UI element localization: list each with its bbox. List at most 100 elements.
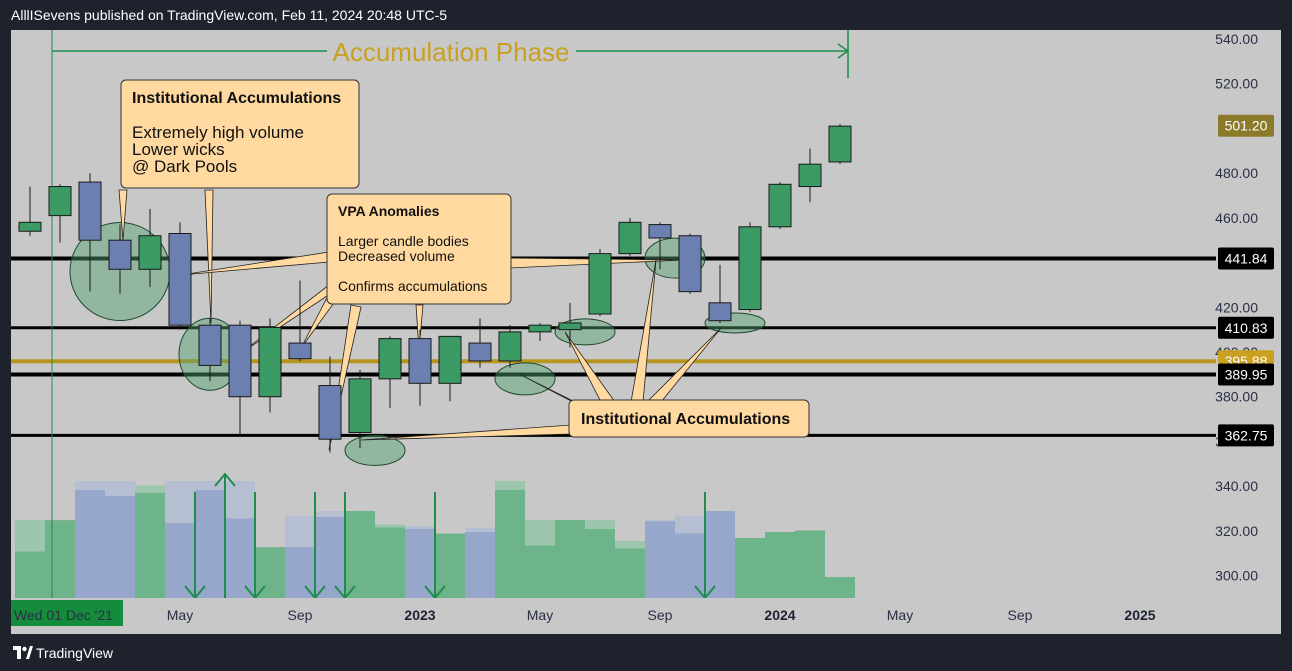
level-badge-bg bbox=[1218, 424, 1274, 447]
callout-vpa-line: Confirms accumulations bbox=[338, 278, 487, 294]
candle-body bbox=[528, 324, 552, 333]
leader-top-1 bbox=[118, 189, 128, 241]
y-tick-label: 540.00 bbox=[1215, 31, 1258, 47]
candle-body bbox=[648, 224, 672, 239]
volume-bar bbox=[555, 520, 585, 598]
volume-bar bbox=[225, 518, 255, 598]
volume-bar bbox=[435, 533, 465, 598]
callout-top-line: Lower wicks bbox=[132, 140, 225, 159]
candle-body bbox=[348, 378, 372, 434]
volume-bar bbox=[705, 511, 735, 598]
leader-vpa-5 bbox=[415, 304, 424, 351]
callout-top-box bbox=[120, 79, 360, 189]
volume-bar bbox=[645, 521, 675, 598]
tradingview-logo-icon bbox=[13, 646, 33, 659]
publish-header: AlllISevens published on TradingView.com… bbox=[0, 0, 1292, 30]
callout-top-line: @ Dark Pools bbox=[132, 157, 237, 176]
callout-vpa-box bbox=[326, 193, 512, 305]
candle-body bbox=[828, 125, 852, 163]
level-badge-bg bbox=[1218, 247, 1274, 270]
x-tick-label: May bbox=[167, 607, 193, 623]
candlestick-chart[interactable]: Accumulation Phase Institutional Accumul… bbox=[11, 30, 1281, 634]
volume-bar bbox=[15, 551, 45, 598]
last-price-badge-bg bbox=[1218, 114, 1274, 137]
crosshair-date-bg bbox=[11, 600, 123, 626]
volume-bar bbox=[465, 532, 495, 598]
candle-body bbox=[18, 221, 42, 232]
footer-bar: TradingView bbox=[0, 634, 1292, 671]
accumulation-ellipse bbox=[494, 362, 556, 396]
candle-body bbox=[708, 302, 732, 322]
x-tick-label: Sep bbox=[1008, 607, 1033, 623]
volume-bar bbox=[345, 511, 375, 598]
volume-bar bbox=[255, 547, 285, 598]
candle-body bbox=[408, 338, 432, 384]
volume-bar bbox=[285, 547, 315, 598]
y-tick-label: 520.00 bbox=[1215, 76, 1258, 92]
volume-bar bbox=[735, 538, 765, 598]
level-badge-text: 441.84 bbox=[1225, 250, 1268, 266]
y-tick-label: 300.00 bbox=[1215, 568, 1258, 584]
callout-bottom-box bbox=[568, 399, 810, 438]
candle-body bbox=[498, 331, 522, 362]
volume-bar bbox=[765, 532, 795, 598]
callouts: Institutional Accumulations Extremely hig… bbox=[120, 79, 810, 438]
price-axis: 300.00320.00340.00360.00380.00400.00420.… bbox=[1215, 31, 1274, 584]
callout-vpa-title: VPA Anomalies bbox=[338, 203, 440, 219]
volume-bar bbox=[195, 490, 225, 598]
y-tick-label: 480.00 bbox=[1215, 165, 1258, 181]
candle-body bbox=[468, 342, 492, 362]
leader-bot-5 bbox=[646, 327, 722, 403]
leader-bot-1 bbox=[360, 424, 572, 441]
time-axis: Wed 01 Dec '21 May Sep 2023 May Sep 2024 May Sep… bbox=[11, 598, 1216, 634]
level-badge-text: 410.83 bbox=[1225, 320, 1268, 336]
callout-top-line: Extremely high volume bbox=[132, 123, 304, 142]
publish-line: AlllISevens published on TradingView.com… bbox=[11, 7, 448, 23]
level-badge-bg bbox=[1218, 363, 1274, 386]
x-tick-label: 2023 bbox=[404, 607, 435, 623]
candle-body bbox=[378, 338, 402, 380]
accumulation-phase-marker: Accumulation Phase bbox=[51, 30, 850, 598]
volume-bar bbox=[45, 520, 75, 598]
volume-bar bbox=[315, 517, 345, 598]
callout-vpa-line: Larger candle bodies bbox=[338, 233, 469, 249]
volume-bar bbox=[375, 527, 405, 598]
y-tick-label: 320.00 bbox=[1215, 523, 1258, 539]
candle-body bbox=[768, 183, 792, 228]
candle-body bbox=[258, 326, 282, 398]
volume-bar bbox=[405, 529, 435, 598]
candle-body bbox=[198, 324, 222, 366]
x-tick-label: Sep bbox=[288, 607, 313, 623]
callout-top-title: Institutional Accumulations bbox=[132, 90, 341, 107]
leader-vpa-1 bbox=[180, 251, 330, 276]
volume-bar bbox=[165, 523, 195, 598]
x-tick-label: Sep bbox=[648, 607, 673, 623]
volume-bar bbox=[105, 496, 135, 598]
candle-body bbox=[738, 226, 762, 311]
candle-body bbox=[108, 239, 132, 270]
volume-bar bbox=[75, 490, 105, 598]
x-tick-label: May bbox=[527, 607, 553, 623]
level-badge-bg bbox=[1218, 316, 1274, 339]
candles bbox=[18, 123, 852, 453]
level-badge-text: 362.75 bbox=[1225, 427, 1268, 443]
candle-body bbox=[48, 186, 72, 217]
volume-bar bbox=[795, 530, 825, 598]
crosshair-date-label: Wed 01 Dec '21 bbox=[14, 607, 113, 623]
candle-body bbox=[168, 232, 192, 326]
volume-bar bbox=[495, 490, 525, 598]
candle-body bbox=[228, 324, 252, 398]
footer-brand: TradingView bbox=[36, 645, 114, 661]
volume-bar bbox=[135, 493, 165, 598]
last-price-badge-text: 501.20 bbox=[1225, 118, 1268, 134]
time-axis-bg bbox=[11, 598, 1216, 634]
callout-vpa-line: Decreased volume bbox=[338, 248, 455, 264]
candle-body bbox=[678, 235, 702, 293]
leader-bot-4 bbox=[630, 259, 657, 403]
y-tick-label: 460.00 bbox=[1215, 210, 1258, 226]
y-tick-label: 380.00 bbox=[1215, 389, 1258, 405]
callout-bottom-title: Institutional Accumulations bbox=[581, 411, 790, 428]
y-tick-label: 420.00 bbox=[1215, 299, 1258, 315]
volume-bars bbox=[15, 481, 855, 598]
volume-bar bbox=[825, 577, 855, 598]
